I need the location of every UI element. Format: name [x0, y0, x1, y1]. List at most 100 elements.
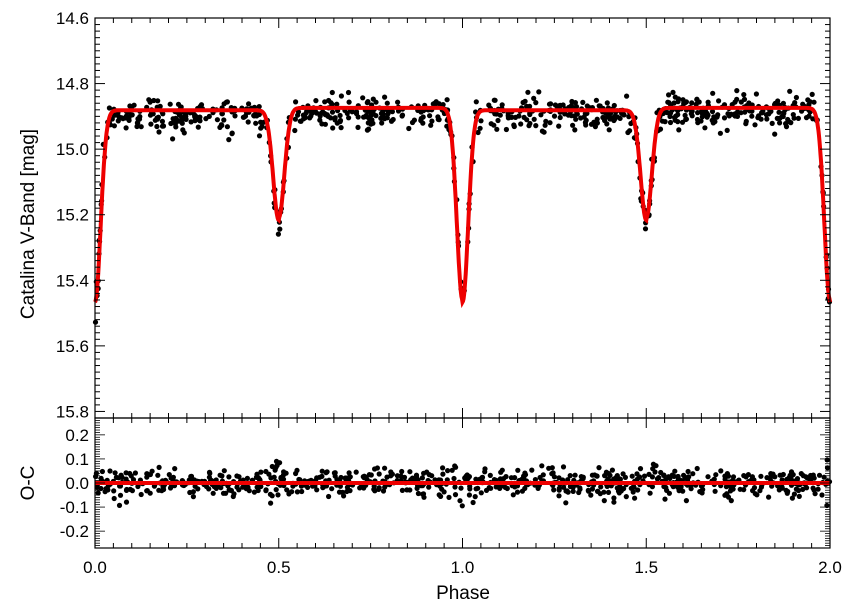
residual-point: [236, 487, 242, 493]
light-curve-point: [138, 124, 144, 130]
light-curve-point: [659, 118, 666, 124]
light-curve-point: [219, 111, 225, 117]
residual-point: [376, 485, 382, 491]
residual-point: [514, 489, 521, 495]
residual-point: [510, 492, 516, 498]
residual-point: [123, 499, 130, 505]
light-curve-point: [538, 112, 544, 118]
residual-point: [159, 488, 165, 494]
residual-point: [636, 474, 642, 480]
light-curve-point: [334, 120, 340, 126]
light-curve-point: [772, 100, 778, 106]
residual-point: [219, 473, 225, 479]
residual-point: [130, 477, 137, 483]
residual-point: [103, 486, 109, 492]
residual-point: [382, 484, 388, 490]
light-curve-point: [716, 98, 722, 104]
light-curve-point: [366, 126, 372, 132]
residual-point: [749, 474, 756, 480]
residual-point: [305, 484, 311, 490]
light-curve-point: [302, 112, 308, 118]
light-curve-point: [768, 108, 774, 114]
residual-point: [132, 470, 138, 476]
light-curve-point: [256, 133, 263, 139]
residual-point: [711, 476, 717, 482]
light-curve-point: [322, 99, 328, 105]
light-curve-point: [173, 115, 179, 121]
light-curve-point: [715, 112, 721, 118]
residual-point: [757, 488, 763, 494]
residual-point: [519, 488, 526, 494]
light-curve-point: [399, 112, 406, 118]
light-curve-point: [738, 110, 744, 116]
residual-point: [440, 471, 446, 477]
light-curve-point: [173, 124, 179, 130]
residual-point: [730, 474, 737, 480]
light-curve-point: [232, 113, 238, 119]
residual-point: [188, 474, 194, 480]
x-tick-label: 1.5: [634, 558, 658, 577]
light-curve-point: [792, 100, 798, 106]
light-curve-point: [592, 124, 599, 130]
residual-point: [680, 488, 686, 494]
residual-point: [323, 470, 329, 476]
light-curve-point: [769, 120, 775, 126]
light-curve-point: [368, 121, 374, 127]
light-curve-point: [709, 108, 716, 115]
residual-point: [466, 492, 472, 498]
residual-point: [549, 471, 555, 477]
residual-point: [487, 472, 493, 478]
light-curve-point: [309, 110, 315, 116]
light-curve-point: [214, 117, 220, 123]
light-curve-point: [753, 91, 760, 97]
residual-point: [585, 488, 592, 494]
residual-point: [452, 463, 458, 469]
light-curve-point: [370, 110, 376, 116]
residual-point: [598, 484, 604, 490]
residual-point: [263, 488, 269, 494]
light-curve-point: [334, 101, 340, 107]
residual-point: [723, 484, 730, 490]
residual-point: [503, 474, 509, 480]
residual-point: [789, 495, 796, 501]
light-curve-point: [533, 123, 539, 129]
light-curve-point: [195, 124, 201, 130]
residual-point: [268, 500, 274, 506]
residual-point: [572, 472, 578, 478]
light-curve-point: [436, 117, 442, 123]
light-curve-point: [329, 109, 336, 115]
light-curve-point: [361, 114, 367, 120]
light-curve-point: [780, 100, 787, 106]
residual-point: [275, 492, 281, 498]
light-curve-point: [429, 118, 435, 124]
light-curve-point: [147, 98, 153, 104]
light-curve-point: [675, 119, 681, 125]
light-curve-point: [606, 127, 612, 133]
residual-point: [207, 470, 213, 476]
light-curve-point: [395, 99, 401, 105]
residuals-panel: 0.0 0.5 1.0 1.5 2.0 0.2 0.1 0.0 -0.1 -0.2: [60, 417, 842, 577]
light-curve-point: [384, 100, 390, 106]
residual-point: [283, 470, 289, 476]
light-curve-point: [346, 99, 352, 105]
residual-point: [783, 487, 789, 493]
residual-point: [649, 474, 656, 480]
residual-point: [147, 490, 153, 496]
residual-point: [421, 494, 427, 500]
residual-point: [622, 474, 629, 480]
residual-point: [661, 483, 667, 490]
light-curve-point: [612, 114, 618, 120]
residual-point: [728, 498, 734, 504]
residual-point: [725, 473, 732, 479]
residual-point: [758, 473, 764, 479]
light-curve-point: [155, 98, 161, 104]
light-curve-point: [557, 114, 563, 121]
light-curve-point: [542, 122, 548, 128]
light-curve-point: [734, 96, 740, 102]
light-curve-point: [475, 129, 481, 136]
light-curve-point: [666, 92, 672, 98]
light-curve-point: [495, 117, 501, 124]
residual-point: [168, 475, 174, 481]
residual-point: [296, 476, 302, 483]
bottom-y-tick-label: 0.1: [65, 450, 89, 469]
